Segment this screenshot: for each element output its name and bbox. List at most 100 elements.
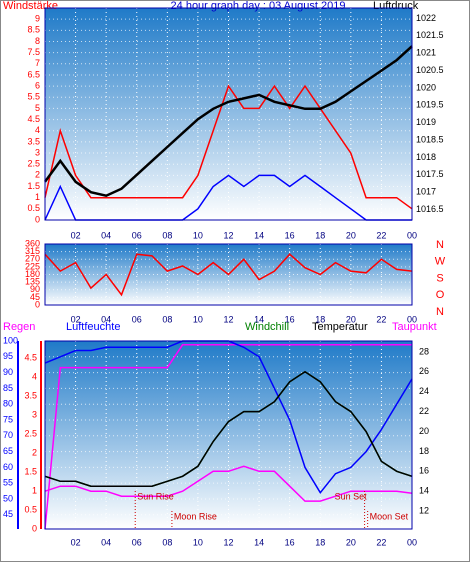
y-tick-label: 4: [35, 125, 40, 135]
x-tick-label: 18: [315, 230, 325, 240]
y-tick-label: 7: [35, 58, 40, 68]
y-tick-label: 85: [3, 383, 13, 393]
x-tick-label: 04: [101, 537, 111, 547]
x-tick-label: 20: [346, 314, 356, 324]
legend-label: Windchill: [245, 321, 289, 333]
y-tick-label: 8: [35, 36, 40, 46]
y2-tick-label: 1021: [416, 48, 436, 58]
x-tick-label: 16: [285, 314, 295, 324]
x-tick-label: 04: [101, 314, 111, 324]
y2-tick-label: 12: [419, 505, 429, 515]
y-tick-label: 90: [3, 367, 13, 377]
y-tick-label: 360: [25, 238, 40, 248]
y3-tick-label: 1: [32, 485, 37, 495]
x-tick-label: 10: [193, 537, 203, 547]
y-tick-label: 6.5: [27, 69, 40, 79]
y-tick-label: 2: [35, 170, 40, 180]
y-tick-label: 0: [35, 214, 40, 224]
y2-tick-label: N: [436, 306, 444, 318]
annotation: Sun Set: [335, 491, 368, 501]
y-tick-label: 50: [3, 493, 13, 503]
y3-tick-label: 2: [32, 447, 37, 457]
x-tick-label: 12: [223, 314, 233, 324]
y2-tick-label: 1019.5: [416, 100, 444, 110]
x-tick-label: 02: [71, 230, 81, 240]
x-tick-label: 20: [346, 537, 356, 547]
y2-tick-label: 28: [419, 346, 429, 356]
y2-tick-label: 1017.5: [416, 169, 444, 179]
x-tick-label: 20: [346, 230, 356, 240]
x-tick-label: 06: [132, 230, 142, 240]
legend-label: Regen: [3, 321, 35, 333]
y-tick-label: 315: [25, 246, 40, 256]
y3-tick-label: 1.5: [24, 466, 37, 476]
y-tick-label: 7.5: [27, 47, 40, 57]
y-tick-label: 90: [30, 284, 40, 294]
x-tick-label: 18: [315, 537, 325, 547]
x-tick-label: 22: [376, 314, 386, 324]
x-tick-label: 18: [315, 314, 325, 324]
x-tick-label: 16: [285, 230, 295, 240]
y-tick-label: 70: [3, 430, 13, 440]
x-tick-label: 16: [285, 537, 295, 547]
y-tick-label: 1.5: [27, 181, 40, 191]
x-tick-label: 04: [101, 230, 111, 240]
x-tick-label: 14: [254, 230, 264, 240]
y-tick-label: 45: [3, 509, 13, 519]
x-tick-label: 00: [407, 537, 417, 547]
x-tick-label: 00: [407, 230, 417, 240]
legend-label: Taupunkt: [392, 321, 437, 333]
y-tick-label: 4.5: [27, 114, 40, 124]
x-tick-label: 02: [71, 537, 81, 547]
y3-tick-label: 0.5: [24, 504, 37, 514]
y3-tick-label: 4: [32, 371, 37, 381]
series-line: [43, 45, 413, 198]
y-tick-label: 100: [3, 335, 18, 345]
x-tick-label: 10: [193, 230, 203, 240]
y2-tick-label: 1016.5: [416, 204, 444, 214]
y2-tick-label: 18: [419, 446, 429, 456]
x-tick-label: 02: [71, 314, 81, 324]
y-tick-label: 80: [3, 399, 13, 409]
y2-tick-label: 1018.5: [416, 134, 444, 144]
y-tick-label: 55: [3, 478, 13, 488]
y2-tick-label: 16: [419, 466, 429, 476]
y-tick-label: 0: [35, 299, 40, 309]
legend-label: Luftfeuchte: [66, 321, 120, 333]
x-tick-label: 06: [132, 537, 142, 547]
series-line: [44, 370, 413, 487]
y2-tick-label: 1020.5: [416, 65, 444, 75]
y2-tick-label: 1020: [416, 82, 436, 92]
x-tick-label: 22: [376, 230, 386, 240]
x-tick-label: 06: [132, 314, 142, 324]
y-tick-label: 5: [35, 103, 40, 113]
plot-border: [44, 340, 413, 530]
y-tick-label: 8.5: [27, 25, 40, 35]
y2-tick-label: N: [436, 239, 444, 251]
x-tick-label: 00: [407, 314, 417, 324]
legend-label: Windstärke: [3, 0, 58, 12]
y2-tick-label: 1017: [416, 187, 436, 197]
y2-tick-label: S: [436, 272, 443, 284]
x-tick-label: 10: [193, 314, 203, 324]
y-tick-label: 95: [3, 351, 13, 361]
series-line: [44, 465, 413, 502]
series-line: [44, 253, 413, 297]
y2-tick-label: 22: [419, 406, 429, 416]
y-tick-label: 3.5: [27, 136, 40, 146]
y3-tick-label: 3: [32, 409, 37, 419]
x-tick-label: 14: [254, 314, 264, 324]
y2-tick-label: W: [435, 256, 446, 268]
y-tick-label: 135: [25, 277, 40, 287]
plot-border: [44, 243, 413, 306]
y2-tick-label: 14: [419, 486, 429, 496]
x-tick-label: 14: [254, 537, 264, 547]
x-tick-label: 08: [162, 314, 172, 324]
y2-tick-label: 1021.5: [416, 30, 444, 40]
y-tick-label: 3: [35, 147, 40, 157]
y2-tick-label: 1018: [416, 152, 436, 162]
series-line: [44, 344, 412, 530]
y-tick-label: 270: [25, 254, 40, 264]
x-tick-label: 12: [223, 537, 233, 547]
